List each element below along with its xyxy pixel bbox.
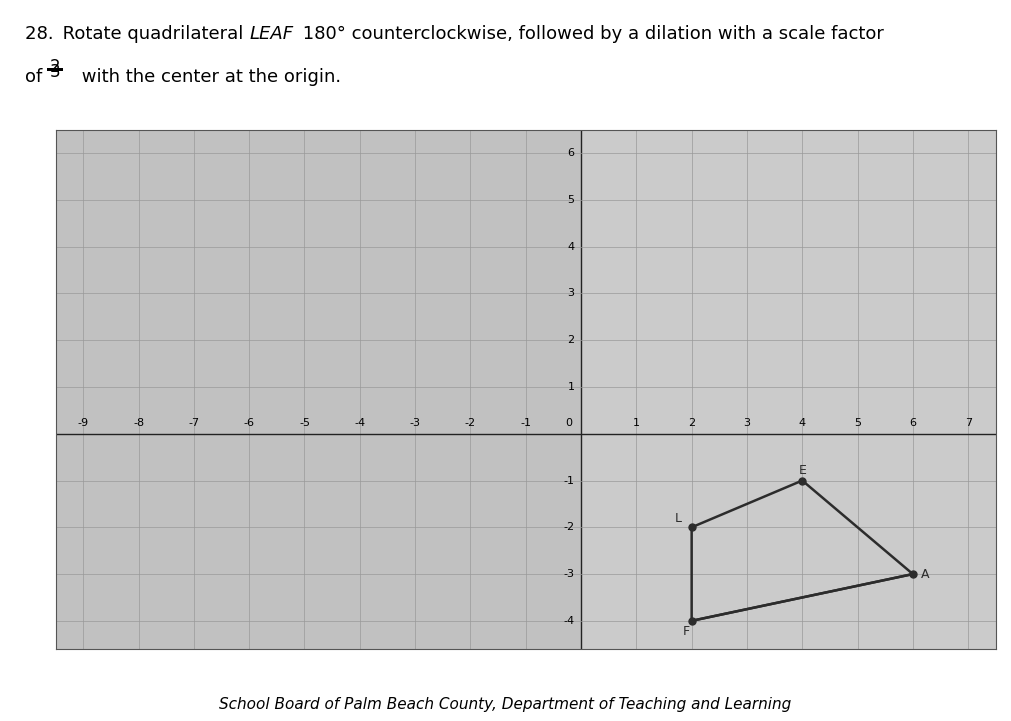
Text: -5: -5: [299, 418, 310, 428]
Text: E: E: [799, 464, 806, 477]
Text: 7: 7: [964, 418, 972, 428]
Text: L: L: [674, 513, 681, 526]
Text: -2: -2: [563, 522, 574, 532]
Text: 5: 5: [567, 195, 574, 205]
Text: -4: -4: [563, 616, 574, 626]
Text: 5: 5: [854, 418, 861, 428]
Text: -9: -9: [78, 418, 89, 428]
Text: School Board of Palm Beach County, Department of Teaching and Learning: School Board of Palm Beach County, Depar…: [219, 697, 792, 712]
Text: A: A: [921, 567, 929, 580]
Text: -1: -1: [563, 476, 574, 485]
Text: 4: 4: [799, 418, 806, 428]
Text: 1: 1: [567, 382, 574, 392]
Text: -4: -4: [354, 418, 365, 428]
Text: -1: -1: [521, 418, 531, 428]
Text: 3: 3: [50, 63, 60, 81]
Text: -7: -7: [188, 418, 199, 428]
Text: 1: 1: [633, 418, 640, 428]
Text: -3: -3: [563, 569, 574, 579]
Text: -6: -6: [244, 418, 255, 428]
Text: F: F: [682, 624, 690, 637]
Text: 6: 6: [909, 418, 916, 428]
Text: -2: -2: [465, 418, 476, 428]
Bar: [56, 130, 581, 649]
Text: 0: 0: [566, 418, 573, 428]
Text: -8: -8: [133, 418, 145, 428]
Text: 4: 4: [567, 242, 574, 252]
Text: LEAF: LEAF: [250, 25, 294, 43]
Text: 2: 2: [50, 58, 60, 76]
Text: 28. Rotate quadrilateral: 28. Rotate quadrilateral: [25, 25, 250, 43]
Text: 6: 6: [567, 148, 574, 158]
Text: 3: 3: [567, 288, 574, 298]
Text: of: of: [25, 68, 49, 87]
Text: 3: 3: [743, 418, 750, 428]
Text: -3: -3: [409, 418, 421, 428]
Text: with the center at the origin.: with the center at the origin.: [76, 68, 341, 87]
Text: 2: 2: [567, 335, 574, 345]
Text: 2: 2: [688, 418, 696, 428]
Text: 180° counterclockwise, followed by a dilation with a scale factor: 180° counterclockwise, followed by a dil…: [297, 25, 884, 43]
